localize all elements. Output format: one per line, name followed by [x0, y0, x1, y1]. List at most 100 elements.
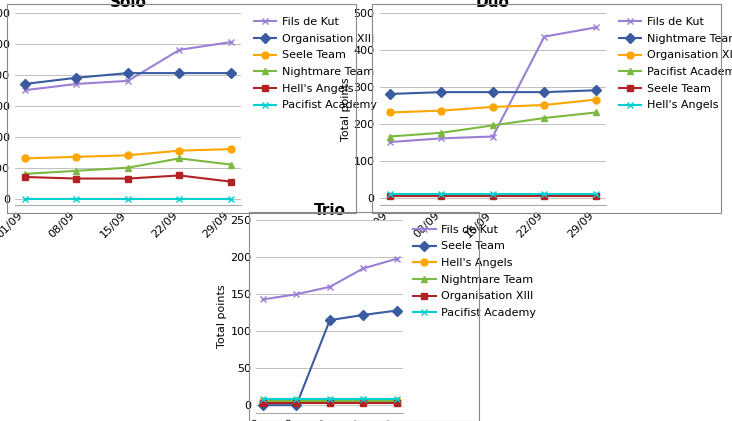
Nightmare Team	[226, 162, 235, 167]
Pacifist Academy	[488, 123, 497, 128]
Fils de Kut	[437, 136, 446, 141]
Organisation XIII	[258, 400, 267, 405]
Hell's Angels	[258, 399, 267, 404]
Line: Seele Team: Seele Team	[21, 146, 234, 162]
Organisation XIII	[392, 400, 401, 405]
Pacifist Academy	[591, 110, 600, 115]
Line: Hell's Angels: Hell's Angels	[386, 190, 600, 197]
Fils de Kut	[488, 134, 497, 139]
Hell's Angels	[292, 399, 301, 404]
Nightmare Team	[392, 399, 401, 404]
Pacifist Academy	[540, 115, 549, 120]
Pacifist Academy	[72, 196, 81, 201]
Line: Nightmare Team: Nightmare Team	[259, 398, 400, 405]
Y-axis label: Total points: Total points	[341, 77, 351, 141]
Y-axis label: Total points: Total points	[217, 285, 228, 348]
Fils de Kut	[540, 34, 549, 39]
Legend: Fils de Kut, Organisation XIII, Seele Team, Nightmare Team, Hell's Angels, Pacif: Fils de Kut, Organisation XIII, Seele Te…	[250, 13, 381, 115]
Line: Organisation XIII: Organisation XIII	[259, 400, 400, 406]
Fils de Kut	[591, 25, 600, 30]
Pacifist Academy	[392, 397, 401, 402]
Line: Fils de Kut: Fils de Kut	[21, 39, 234, 93]
Hell's Angels	[437, 191, 446, 196]
Legend: Fils de Kut, Nightmare Team, Organisation XIII, Pacifist Academy, Seele Team, He: Fils de Kut, Nightmare Team, Organisatio…	[614, 13, 732, 115]
Nightmare Team	[20, 171, 29, 176]
Organisation XIII	[72, 75, 81, 80]
Hell's Angels	[326, 399, 335, 404]
Hell's Angels	[20, 174, 29, 179]
Seele Team	[392, 308, 401, 313]
Organisation XIII	[226, 71, 235, 76]
Hell's Angels	[386, 191, 395, 196]
Pacifist Academy	[359, 397, 367, 402]
Nightmare Team	[72, 168, 81, 173]
Pacifist Academy	[20, 196, 29, 201]
Pacifist Academy	[386, 134, 395, 139]
Line: Hell's Angels: Hell's Angels	[259, 398, 400, 405]
Fils de Kut	[359, 266, 367, 271]
Hell's Angels	[392, 399, 401, 404]
Line: Fils de Kut: Fils de Kut	[259, 255, 400, 303]
Line: Organisation XIII: Organisation XIII	[21, 69, 234, 88]
Fils de Kut	[258, 297, 267, 302]
Nightmare Team	[292, 399, 301, 404]
Title: Duo: Duo	[476, 0, 509, 10]
Line: Hell's Angels: Hell's Angels	[21, 172, 234, 185]
Seele Team	[72, 155, 81, 160]
Line: Organisation XIII: Organisation XIII	[386, 96, 600, 116]
Seele Team	[20, 156, 29, 161]
Pacifist Academy	[226, 196, 235, 201]
Seele Team	[437, 193, 446, 198]
Seele Team	[326, 317, 335, 322]
Seele Team	[359, 312, 367, 317]
Hell's Angels	[540, 191, 549, 196]
Title: Trio: Trio	[314, 203, 346, 218]
Hell's Angels	[226, 179, 235, 184]
Seele Team	[386, 193, 395, 198]
Pacifist Academy	[124, 196, 132, 201]
Fils de Kut	[326, 284, 335, 289]
Organisation XIII	[437, 108, 446, 113]
Hell's Angels	[124, 176, 132, 181]
Nightmare Team	[591, 88, 600, 93]
Fils de Kut	[20, 88, 29, 93]
Seele Team	[591, 193, 600, 198]
Hell's Angels	[72, 176, 81, 181]
Pacifist Academy	[437, 130, 446, 135]
Organisation XIII	[292, 400, 301, 405]
Organisation XIII	[540, 103, 549, 108]
Organisation XIII	[124, 71, 132, 76]
Organisation XIII	[359, 400, 367, 405]
Seele Team	[488, 193, 497, 198]
Fils de Kut	[226, 40, 235, 45]
Hell's Angels	[488, 191, 497, 196]
Nightmare Team	[386, 91, 395, 96]
Organisation XIII	[386, 110, 395, 115]
Nightmare Team	[540, 90, 549, 95]
Line: Pacifist Academy: Pacifist Academy	[259, 396, 400, 403]
Hell's Angels	[591, 191, 600, 196]
Seele Team	[292, 402, 301, 408]
Line: Seele Team: Seele Team	[386, 192, 600, 199]
Hell's Angels	[175, 173, 184, 178]
Line: Fils de Kut: Fils de Kut	[386, 24, 600, 146]
Fils de Kut	[72, 81, 81, 86]
Nightmare Team	[124, 165, 132, 170]
Fils de Kut	[386, 139, 395, 144]
Fils de Kut	[392, 256, 401, 261]
Organisation XIII	[175, 71, 184, 76]
Line: Pacifist Academy: Pacifist Academy	[21, 195, 234, 202]
Nightmare Team	[258, 399, 267, 404]
Line: Pacifist Academy: Pacifist Academy	[386, 109, 600, 140]
Fils de Kut	[124, 78, 132, 83]
Nightmare Team	[175, 156, 184, 161]
Seele Team	[226, 147, 235, 152]
Hell's Angels	[359, 399, 367, 404]
Seele Team	[175, 148, 184, 153]
Fils de Kut	[175, 47, 184, 52]
Organisation XIII	[488, 104, 497, 109]
Nightmare Team	[326, 399, 335, 404]
Nightmare Team	[359, 399, 367, 404]
Seele Team	[124, 153, 132, 158]
Title: Solo: Solo	[110, 0, 146, 10]
